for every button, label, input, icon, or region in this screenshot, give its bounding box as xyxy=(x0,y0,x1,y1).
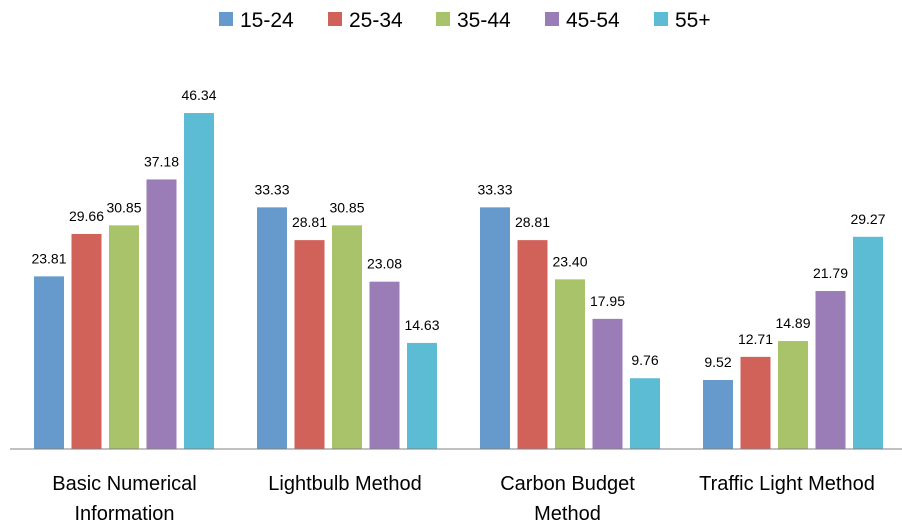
value-label-carbon-budget-method-55plus: 9.76 xyxy=(631,352,658,368)
legend-swatch-35-44 xyxy=(436,12,450,26)
bar-traffic-light-method-35-44 xyxy=(778,341,808,449)
bar-lightbulb-method-45-54 xyxy=(369,281,400,449)
bar-basic-numerical-information-25-34 xyxy=(71,233,102,449)
category-label-lightbulb-method: Lightbulb Method xyxy=(268,473,421,495)
bar-lightbulb-method-55plus xyxy=(407,342,437,449)
bar-basic-numerical-information-55plus xyxy=(184,113,214,449)
bar-carbon-budget-method-35-44 xyxy=(555,279,585,449)
value-label-basic-numerical-information-15-24: 23.81 xyxy=(31,250,66,266)
bar-carbon-budget-method-45-54 xyxy=(592,318,623,449)
value-labels: 23.8129.6630.8537.1846.3433.3328.8130.85… xyxy=(31,87,885,370)
legend-label-25-34: 25-34 xyxy=(349,9,403,32)
value-label-lightbulb-method-45-54: 23.08 xyxy=(367,256,402,272)
bar-traffic-light-method-45-54 xyxy=(815,291,846,449)
value-label-traffic-light-method-45-54: 21.79 xyxy=(813,265,848,281)
legend-label-45-54: 45-54 xyxy=(566,9,620,32)
value-label-basic-numerical-information-55plus: 46.34 xyxy=(181,87,216,103)
category-label-traffic-light-method: Traffic Light Method xyxy=(699,473,875,495)
value-label-basic-numerical-information-35-44: 30.85 xyxy=(106,199,141,215)
bar-lightbulb-method-35-44 xyxy=(332,225,362,449)
bar-basic-numerical-information-15-24 xyxy=(34,276,64,449)
bar-lightbulb-method-15-24 xyxy=(257,207,287,449)
value-label-carbon-budget-method-25-34: 28.81 xyxy=(515,214,550,230)
legend-swatch-55plus xyxy=(654,12,668,26)
value-label-traffic-light-method-15-24: 9.52 xyxy=(704,354,731,370)
bar-traffic-light-method-15-24 xyxy=(703,379,733,449)
category-label-carbon-budget-method: Carbon Budget Method xyxy=(500,473,635,525)
value-label-traffic-light-method-35-44: 14.89 xyxy=(775,315,810,331)
bar-lightbulb-method-25-34 xyxy=(294,240,325,449)
value-label-carbon-budget-method-35-44: 23.40 xyxy=(552,253,587,269)
legend-swatch-45-54 xyxy=(545,12,559,26)
category-labels: Basic Numerical Information Lightbulb Meth… xyxy=(52,473,875,525)
value-label-basic-numerical-information-45-54: 37.18 xyxy=(144,153,179,169)
legend-swatch-15-24 xyxy=(219,12,233,26)
value-label-lightbulb-method-25-34: 28.81 xyxy=(292,214,327,230)
legend-label-35-44: 35-44 xyxy=(457,9,511,32)
category-label-basic-numerical-information: Basic Numerical Information xyxy=(52,473,196,525)
value-label-traffic-light-method-25-34: 12.71 xyxy=(738,331,773,347)
value-label-lightbulb-method-15-24: 33.33 xyxy=(254,181,289,197)
bar-traffic-light-method-55plus xyxy=(853,236,883,449)
legend: 15-24 25-34 35-44 45-54 55+ xyxy=(219,9,711,32)
bar-traffic-light-method-25-34 xyxy=(740,356,771,449)
bar-carbon-budget-method-25-34 xyxy=(517,240,548,449)
value-label-lightbulb-method-55plus: 14.63 xyxy=(404,317,439,333)
legend-label-55plus: 55+ xyxy=(675,9,711,32)
legend-label-15-24: 15-24 xyxy=(240,9,294,32)
bar-basic-numerical-information-35-44 xyxy=(109,225,139,449)
legend-swatch-25-34 xyxy=(328,12,342,26)
bar-carbon-budget-method-15-24 xyxy=(480,207,510,449)
value-label-basic-numerical-information-25-34: 29.66 xyxy=(69,208,104,224)
bar-carbon-budget-method-55plus xyxy=(630,378,660,449)
value-label-carbon-budget-method-15-24: 33.33 xyxy=(477,181,512,197)
bar-basic-numerical-information-45-54 xyxy=(146,179,177,449)
value-label-traffic-light-method-55plus: 29.27 xyxy=(850,211,885,227)
bars xyxy=(34,113,883,449)
value-label-carbon-budget-method-45-54: 17.95 xyxy=(590,293,625,309)
value-label-lightbulb-method-35-44: 30.85 xyxy=(329,199,364,215)
